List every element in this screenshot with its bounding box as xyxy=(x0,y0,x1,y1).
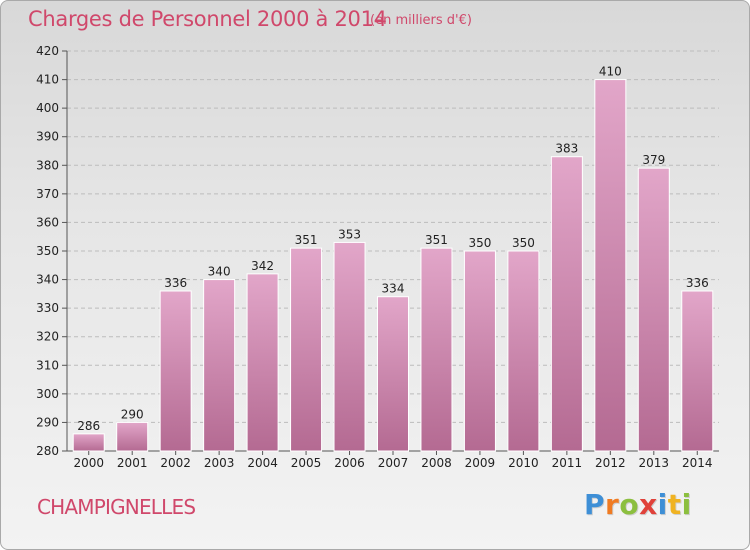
y-tick-label: 320 xyxy=(36,330,59,344)
logo-letter: i xyxy=(681,488,692,521)
y-tick-label: 330 xyxy=(36,301,59,315)
x-tick-label: 2003 xyxy=(204,456,235,470)
x-tick-label: 2004 xyxy=(247,456,278,470)
bar xyxy=(72,433,105,452)
y-tick-label: 360 xyxy=(36,215,59,229)
logo-letter: r xyxy=(605,488,620,521)
y-tick-label: 380 xyxy=(36,158,59,172)
y-tick-label: 340 xyxy=(36,273,59,287)
y-tick-label: 370 xyxy=(36,187,59,201)
x-tick-label: 2013 xyxy=(639,456,670,470)
bar xyxy=(377,296,409,452)
x-tick-label: 2002 xyxy=(160,456,191,470)
logo-letter: o xyxy=(619,488,640,521)
x-tick-label: 2009 xyxy=(465,456,496,470)
y-tick-label: 400 xyxy=(36,101,59,115)
data-label: 410 xyxy=(599,65,622,79)
bar xyxy=(420,247,453,452)
data-label: 351 xyxy=(425,233,448,247)
data-label: 334 xyxy=(382,282,405,296)
data-label: 350 xyxy=(468,236,491,250)
data-label: 336 xyxy=(164,276,187,290)
bar xyxy=(637,167,670,452)
y-tick-label: 410 xyxy=(36,73,59,87)
bar xyxy=(116,421,149,452)
chart-title: Charges de Personnel 2000 à 2014 xyxy=(28,7,387,31)
bar xyxy=(203,279,236,452)
data-label: 379 xyxy=(642,153,665,167)
y-tick-label: 310 xyxy=(36,358,59,372)
y-tick-label: 300 xyxy=(36,387,59,401)
y-tick-label: 290 xyxy=(36,415,59,429)
x-tick-label: 2008 xyxy=(421,456,452,470)
x-tick-label: 2000 xyxy=(73,456,104,470)
chart-subtitle: (en milliers d'€) xyxy=(370,13,472,28)
x-tick-label: 2010 xyxy=(508,456,539,470)
logo-letter: t xyxy=(667,488,682,521)
y-tick-label: 350 xyxy=(36,244,59,258)
bar xyxy=(507,250,540,452)
bar xyxy=(159,290,192,452)
data-label: 286 xyxy=(77,419,100,433)
x-tick-label: 2014 xyxy=(682,456,713,470)
data-label: 383 xyxy=(555,142,578,156)
y-tick-label: 420 xyxy=(36,44,59,58)
bar xyxy=(290,247,323,452)
bar xyxy=(550,156,583,452)
data-label: 350 xyxy=(512,236,535,250)
logo-letter: x xyxy=(639,488,658,521)
bar xyxy=(681,290,714,452)
data-label: 290 xyxy=(121,407,144,421)
data-label: 342 xyxy=(251,259,274,273)
commune-name: CHAMPIGNELLES xyxy=(37,495,196,519)
x-tick-label: 2007 xyxy=(378,456,409,470)
x-tick-label: 2012 xyxy=(595,456,626,470)
x-tick-label: 2006 xyxy=(334,456,365,470)
x-tick-label: 2011 xyxy=(552,456,583,470)
bar xyxy=(463,250,496,452)
x-tick-label: 2001 xyxy=(117,456,148,470)
logo-letter: P xyxy=(584,488,606,521)
y-tick-label: 390 xyxy=(36,130,59,144)
y-tick-label: 280 xyxy=(36,444,59,458)
proxiti-logo: Proxiti xyxy=(584,488,692,521)
bar xyxy=(246,273,279,452)
x-tick-label: 2005 xyxy=(291,456,322,470)
data-label: 351 xyxy=(295,233,318,247)
data-label: 340 xyxy=(208,265,231,279)
bar xyxy=(333,241,366,452)
data-label: 353 xyxy=(338,227,361,241)
data-label: 336 xyxy=(686,276,709,290)
bar xyxy=(594,79,627,452)
logo-letter: i xyxy=(657,488,668,521)
